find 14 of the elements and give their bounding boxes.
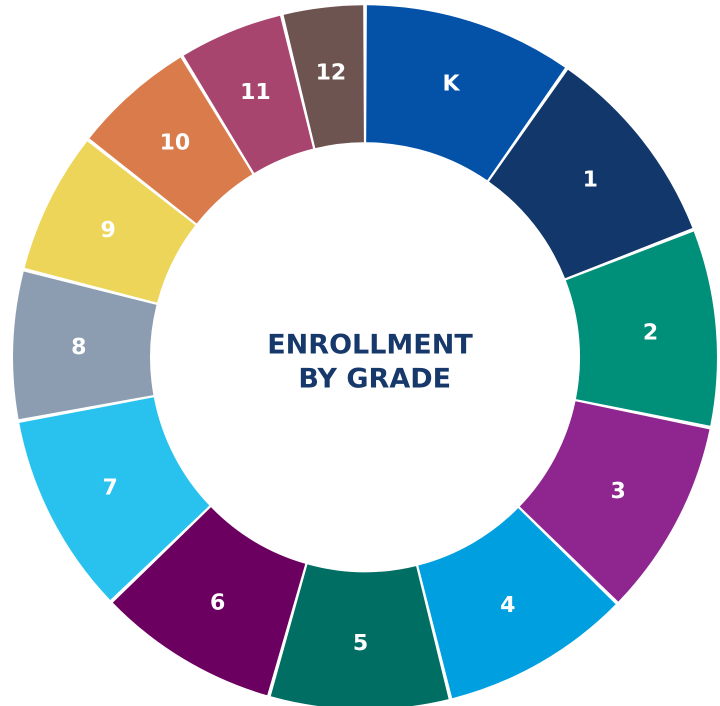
slice-label: 7	[102, 476, 118, 501]
slice-label: 11	[240, 80, 271, 106]
slice-label: 3	[610, 478, 626, 504]
slice-label: 8	[71, 334, 86, 360]
slice-label: 10	[160, 130, 190, 156]
slice-label: 12	[316, 60, 346, 86]
slice-label: 9	[100, 218, 116, 243]
slice-label: 5	[352, 631, 368, 656]
slice-label: K	[442, 71, 460, 96]
text: ENROLLMENT BY GRADE	[267, 330, 474, 394]
slice-label: 1	[582, 168, 598, 193]
slice-label: 4	[500, 593, 516, 618]
slice-label: 2	[642, 320, 658, 346]
slice-label: 6	[210, 590, 226, 616]
